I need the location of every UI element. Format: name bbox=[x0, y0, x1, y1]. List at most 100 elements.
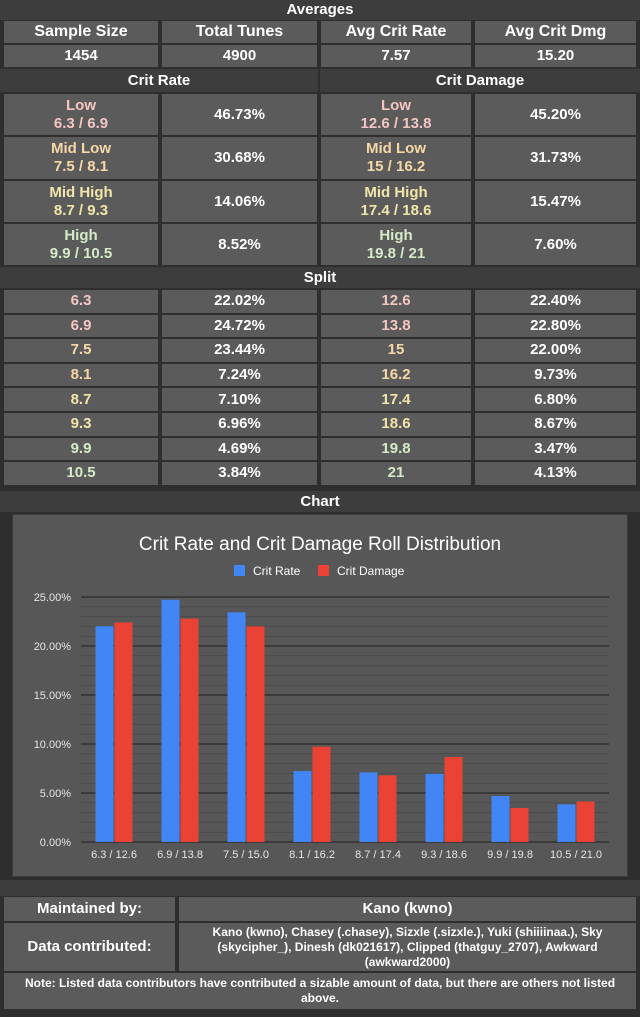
bar-chart: Crit Rate and Crit Damage Roll Distribut… bbox=[34, 534, 609, 861]
split-cr-pct: 23.44% bbox=[162, 339, 317, 362]
cd-tier-low-pct: 45.20% bbox=[475, 94, 636, 135]
data-contributed-label: Data contributed: bbox=[4, 923, 175, 971]
cr-tier-midlow-pct: 30.68% bbox=[162, 137, 317, 179]
bar-crit-damage-0 bbox=[114, 622, 133, 842]
cd-tier-midhigh-pct: 15.47% bbox=[475, 181, 636, 222]
averages-header: Averages bbox=[0, 0, 640, 20]
y-tick-label: 10.00% bbox=[34, 739, 72, 751]
x-tick-label: 9.3 / 18.6 bbox=[421, 849, 467, 861]
split-cd-value: 13.8 bbox=[321, 314, 471, 338]
split-cr-value: 9.9 bbox=[4, 437, 158, 461]
split-cr-pct: 24.72% bbox=[162, 314, 317, 338]
footer-note: Note: Listed data contributors have cont… bbox=[4, 973, 636, 1009]
bar-crit-rate-1 bbox=[161, 599, 180, 842]
footer-spacer bbox=[0, 880, 640, 896]
crit-rate-header: Crit Rate bbox=[0, 69, 318, 92]
cr-tier-midhigh-pct: 14.06% bbox=[162, 181, 317, 222]
split-cd-pct: 3.47% bbox=[475, 437, 636, 461]
bar-crit-rate-2 bbox=[227, 612, 246, 842]
avg-col-avg-crit-dmg: Avg Crit Dmg bbox=[475, 21, 636, 43]
crit-damage-header: Crit Damage bbox=[320, 69, 640, 92]
split-cr-pct: 6.96% bbox=[162, 413, 317, 436]
cd-tier-midlow-pct: 31.73% bbox=[475, 137, 636, 179]
split-cr-pct: 7.10% bbox=[162, 388, 317, 411]
x-tick-label: 8.1 / 16.2 bbox=[289, 849, 335, 861]
cd-tier-midlow: Mid Low 15 / 16.2 bbox=[321, 137, 471, 179]
avg-crit-dmg-value: 15.20 bbox=[475, 45, 636, 67]
cd-tier-high-pct: 7.60% bbox=[475, 224, 636, 265]
x-tick-label: 7.5 / 15.0 bbox=[223, 849, 269, 861]
x-tick-label: 6.9 / 13.8 bbox=[157, 849, 203, 861]
cd-tier-midhigh: Mid High 17.4 / 18.6 bbox=[321, 181, 471, 222]
split-cd-pct: 22.00% bbox=[475, 339, 636, 362]
avg-col-sample-size: Sample Size bbox=[4, 21, 158, 43]
y-tick-label: 15.00% bbox=[34, 690, 72, 702]
split-cr-value: 9.3 bbox=[4, 413, 158, 436]
y-tick-label: 5.00% bbox=[40, 788, 71, 800]
cr-tier-low: Low 6.3 / 6.9 bbox=[4, 94, 158, 135]
split-cr-value: 6.3 bbox=[4, 290, 158, 313]
split-cd-value: 18.6 bbox=[321, 413, 471, 436]
avg-col-avg-crit-rate: Avg Crit Rate bbox=[321, 21, 471, 43]
bar-crit-rate-6 bbox=[491, 796, 510, 842]
cd-tier-low: Low 12.6 / 13.8 bbox=[321, 94, 471, 135]
split-cd-pct: 9.73% bbox=[475, 363, 636, 387]
bar-crit-rate-4 bbox=[359, 772, 378, 842]
bar-crit-damage-1 bbox=[180, 618, 199, 842]
x-tick-label: 8.7 / 17.4 bbox=[355, 849, 401, 861]
bar-crit-rate-5 bbox=[425, 773, 444, 842]
chart-panel: Crit Rate and Crit Damage Roll Distribut… bbox=[12, 514, 628, 877]
y-tick-label: 20.00% bbox=[34, 641, 72, 653]
split-cr-value: 6.9 bbox=[4, 314, 158, 338]
chart-title: Crit Rate and Crit Damage Roll Distribut… bbox=[139, 534, 501, 555]
cr-tier-midhigh: Mid High 8.7 / 9.3 bbox=[4, 181, 158, 222]
avg-col-total-tunes: Total Tunes bbox=[162, 21, 317, 43]
bar-crit-damage-2 bbox=[246, 626, 265, 842]
y-tick-label: 25.00% bbox=[34, 592, 72, 604]
avg-sample-size-value: 1454 bbox=[4, 45, 158, 67]
bar-crit-damage-6 bbox=[510, 807, 529, 842]
bar-crit-rate-7 bbox=[557, 804, 576, 842]
split-cd-value: 21 bbox=[321, 462, 471, 485]
bar-crit-damage-4 bbox=[378, 775, 397, 842]
data-contributed-value: Kano (kwno), Chasey (.chasey), Sizxle (.… bbox=[179, 923, 636, 971]
cr-tier-midlow: Mid Low 7.5 / 8.1 bbox=[4, 137, 158, 179]
split-cd-pct: 4.13% bbox=[475, 462, 636, 485]
split-cd-value: 17.4 bbox=[321, 388, 471, 411]
split-cr-pct: 3.84% bbox=[162, 462, 317, 485]
split-cr-value: 8.1 bbox=[4, 363, 158, 387]
split-cd-value: 12.6 bbox=[321, 290, 471, 313]
bar-crit-rate-3 bbox=[293, 771, 312, 842]
legend-label-crit-damage: Crit Damage bbox=[337, 564, 405, 578]
chart-header: Chart bbox=[0, 491, 640, 512]
legend-swatch-crit-damage bbox=[318, 565, 329, 576]
bar-crit-damage-7 bbox=[576, 801, 595, 842]
split-cd-pct: 8.67% bbox=[475, 413, 636, 436]
bar-crit-damage-5 bbox=[444, 757, 463, 842]
split-cr-pct: 7.24% bbox=[162, 363, 317, 387]
split-cd-pct: 6.80% bbox=[475, 388, 636, 411]
legend-swatch-crit-rate bbox=[234, 565, 245, 576]
split-header: Split bbox=[0, 267, 640, 288]
x-tick-label: 10.5 / 21.0 bbox=[550, 849, 602, 861]
legend-label-crit-rate: Crit Rate bbox=[253, 564, 301, 578]
split-cr-value: 10.5 bbox=[4, 462, 158, 485]
cr-tier-high-pct: 8.52% bbox=[162, 224, 317, 265]
bar-crit-damage-3 bbox=[312, 746, 331, 842]
cr-tier-high: High 9.9 / 10.5 bbox=[4, 224, 158, 265]
cd-tier-high: High 19.8 / 21 bbox=[321, 224, 471, 265]
maintained-by-label: Maintained by: bbox=[4, 897, 175, 921]
bar-crit-rate-0 bbox=[95, 626, 114, 842]
split-cd-value: 19.8 bbox=[321, 437, 471, 461]
split-cr-pct: 22.02% bbox=[162, 290, 317, 313]
split-cd-value: 15 bbox=[321, 339, 471, 362]
split-cd-pct: 22.80% bbox=[475, 314, 636, 338]
x-tick-label: 6.3 / 12.6 bbox=[91, 849, 137, 861]
split-cr-pct: 4.69% bbox=[162, 437, 317, 461]
split-cd-pct: 22.40% bbox=[475, 290, 636, 313]
y-tick-label: 0.00% bbox=[40, 837, 71, 849]
split-cd-value: 16.2 bbox=[321, 363, 471, 387]
avg-total-tunes-value: 4900 bbox=[162, 45, 317, 67]
cr-tier-low-pct: 46.73% bbox=[162, 94, 317, 135]
split-cr-value: 8.7 bbox=[4, 388, 158, 411]
